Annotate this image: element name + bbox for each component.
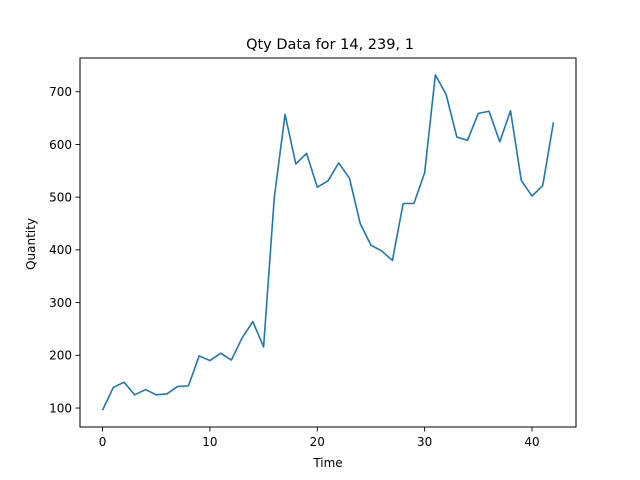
series-line-0 (101, 74, 555, 411)
y-tick-label: 700 (49, 85, 72, 99)
y-tick-label: 600 (49, 138, 72, 152)
x-tick-label: 10 (202, 435, 217, 449)
x-axis-label: Time (312, 456, 342, 470)
y-tick-label: 500 (49, 190, 72, 204)
y-tick-label: 200 (49, 349, 72, 363)
y-axis-label: Quantity (24, 218, 38, 270)
y-tick-label: 400 (49, 243, 72, 257)
x-tick-label: 0 (99, 435, 107, 449)
x-tick-label: 40 (524, 435, 539, 449)
x-tick-label: 30 (417, 435, 432, 449)
plot-area (101, 74, 555, 411)
y-axis: 100 200 300 400 500 600 700 (49, 85, 80, 415)
chart-title: Qty Data for 14, 239, 1 (246, 37, 414, 53)
plot-frame (79, 57, 577, 428)
y-tick-label: 100 (49, 401, 72, 415)
x-tick-label: 20 (310, 435, 325, 449)
y-tick-label: 300 (49, 296, 72, 310)
x-axis: 0 10 20 30 40 (99, 427, 540, 449)
